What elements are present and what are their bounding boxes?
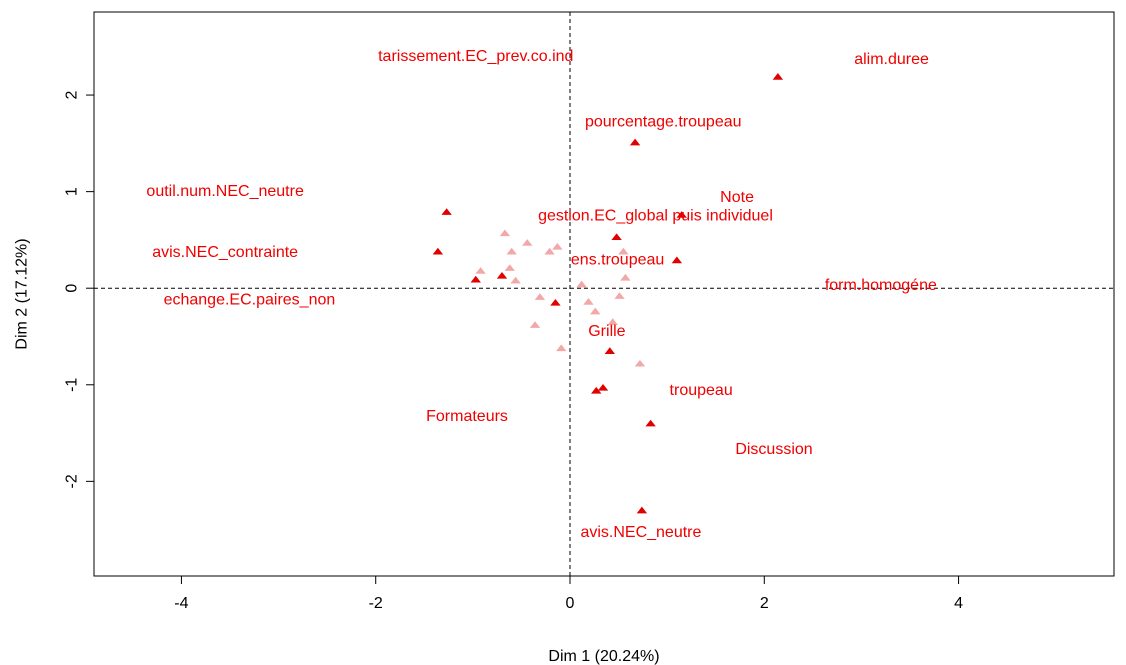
y-tick-label: 2 (64, 91, 81, 100)
secondary-point (556, 344, 567, 352)
data-point (611, 233, 622, 241)
point-label: ens.troupeau (571, 252, 664, 269)
point-label: Note (720, 189, 754, 206)
point-label: avis.NEC_neutre (580, 524, 701, 541)
secondary-point (506, 247, 517, 255)
point-label: Formateurs (426, 408, 508, 425)
x-tick-label: -2 (369, 595, 383, 612)
secondary-point (504, 264, 515, 271)
secondary-point (607, 318, 618, 325)
secondary-point (590, 307, 601, 315)
point-label: avis.NEC_contrainte (152, 244, 298, 261)
x-tick-label: 4 (954, 595, 963, 612)
point-label: outil.num.NEC_neutre (146, 183, 304, 200)
y-tick-label: -2 (64, 474, 81, 488)
data-point (604, 347, 616, 354)
point-label: Grille (588, 323, 625, 340)
data-point (496, 271, 508, 279)
secondary-point (544, 247, 555, 255)
data-point (470, 275, 481, 283)
point-label: echange.EC.paires_non (164, 291, 336, 308)
secondary-point (522, 239, 533, 246)
y-tick-label: 0 (64, 284, 81, 293)
data-point (432, 247, 444, 255)
secondary-point (634, 359, 646, 367)
point-label: Discussion (735, 441, 812, 458)
x-tick-label: -4 (174, 595, 188, 612)
x-axis: -4 -2 0 2 4 (174, 575, 963, 612)
secondary-point (499, 229, 511, 237)
point-label: tarissement.EC_prev.co.ind (378, 48, 573, 65)
point-label: troupeau (670, 382, 733, 399)
data-point (772, 72, 784, 80)
data-point (645, 419, 656, 427)
secondary-point (529, 321, 541, 328)
data-point (671, 256, 683, 264)
y-axis-title: Dim 2 (17.12%) (14, 238, 31, 349)
x-axis-title: Dim 1 (20.24%) (548, 648, 659, 665)
point-label: form.homogéne (825, 277, 937, 294)
point-label: pourcentage.troupeau (585, 114, 742, 131)
data-point (550, 298, 561, 306)
data-point (676, 211, 687, 218)
data-point (629, 138, 641, 146)
x-tick-label: 0 (566, 595, 575, 612)
secondary-point (618, 247, 629, 255)
x-tick-label: 2 (760, 595, 769, 612)
data-point (441, 208, 452, 215)
data-point (636, 506, 648, 514)
point-labels: tarissement.EC_prev.co.ind alim.duree pour… (146, 48, 937, 541)
secondary-point (475, 267, 486, 274)
secondary-point (552, 242, 563, 250)
secondary-point (583, 298, 594, 305)
secondary-point (576, 280, 587, 288)
secondary-point (620, 273, 631, 281)
data-point (597, 383, 609, 391)
y-tick-label: 1 (64, 187, 81, 196)
point-label: gestion.EC_global puis individuel (538, 207, 773, 224)
secondary-point (614, 292, 625, 299)
data-point (591, 386, 602, 394)
reference-lines (94, 12, 1114, 576)
secondary-point (510, 276, 521, 284)
y-tick-label: -1 (64, 378, 81, 392)
secondary-point (534, 293, 546, 300)
point-label: alim.duree (854, 51, 929, 68)
secondary-points (475, 229, 646, 367)
labeled-points (432, 72, 784, 514)
y-axis: -2 -1 0 1 2 (64, 91, 95, 488)
